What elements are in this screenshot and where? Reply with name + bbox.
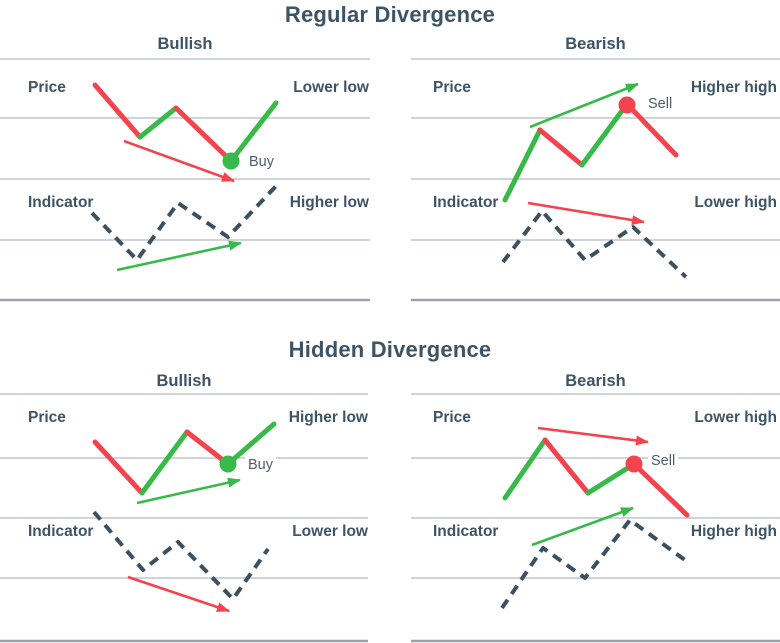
price-label: Price	[433, 409, 471, 426]
price-label: Price	[28, 79, 66, 96]
price-segment-green	[139, 429, 190, 496]
buy-signal-label: Buy	[246, 154, 277, 172]
indicator-line	[92, 510, 270, 601]
trend-arrow-green	[531, 506, 634, 547]
price-note-higher-high: Higher high	[690, 79, 777, 96]
trend-arrow-red	[123, 139, 235, 183]
price-segment-green	[225, 421, 277, 467]
trend-arrow-green	[136, 477, 241, 505]
price-segment-red	[542, 437, 591, 496]
price-segment-red	[173, 105, 234, 164]
indicator-note-higher-high: Higher high	[690, 523, 777, 540]
buy-signal-dot	[219, 455, 237, 473]
price-segment-red	[537, 127, 585, 168]
indicator-label: Indicator	[433, 194, 499, 211]
sell-signal-label: Sell	[645, 96, 676, 114]
price-segment-green	[585, 461, 637, 496]
price-segment-red	[624, 101, 679, 158]
indicator-line	[501, 209, 688, 279]
indicator-label: Indicator	[433, 523, 499, 540]
price-note-higher-low: Higher low	[288, 409, 368, 426]
sell-signal-dot	[625, 455, 643, 473]
trend-arrow-green	[116, 240, 242, 272]
section-title-hidden: Hidden Divergence	[288, 337, 492, 362]
price-segment-green	[502, 127, 543, 203]
indicator-note-higher-low: Higher low	[289, 194, 369, 211]
subtitle-regular-bearish: Bearish	[565, 35, 626, 53]
price-segment-green	[579, 101, 630, 168]
price-label: Price	[433, 79, 471, 96]
price-segment-red	[92, 82, 143, 140]
trend-arrow-red	[127, 575, 230, 613]
price-note-lower-low: Lower low	[293, 79, 369, 96]
subtitle-regular-bullish: Bullish	[157, 35, 213, 53]
trend-arrow-red	[527, 201, 645, 225]
price-segment-red	[184, 429, 231, 467]
buy-signal-dot	[222, 152, 240, 170]
indicator-label: Indicator	[28, 523, 94, 540]
indicator-line	[90, 183, 279, 262]
price-segment-green	[502, 437, 548, 501]
indicator-line	[500, 518, 687, 610]
price-segment-red	[92, 439, 145, 496]
section-title-regular: Regular Divergence	[284, 2, 496, 27]
buy-signal-label: Buy	[245, 457, 276, 475]
price-segment-green	[137, 105, 179, 140]
indicator-note-lower-low: Lower low	[292, 523, 368, 540]
sell-signal-dot	[618, 96, 636, 114]
subtitle-hidden-bullish: Bullish	[156, 372, 212, 390]
price-label: Price	[28, 409, 66, 426]
indicator-note-lower-high: Lower high	[694, 194, 777, 211]
sell-signal-label: Sell	[648, 453, 679, 471]
price-note-lower-high: Lower high	[694, 409, 777, 426]
price-segment-green	[228, 100, 279, 164]
trend-arrow-green	[529, 82, 639, 129]
indicator-label: Indicator	[28, 194, 94, 211]
trend-arrow-red	[537, 426, 649, 446]
price-segment-red	[631, 461, 690, 518]
subtitle-hidden-bearish: Bearish	[565, 372, 626, 390]
